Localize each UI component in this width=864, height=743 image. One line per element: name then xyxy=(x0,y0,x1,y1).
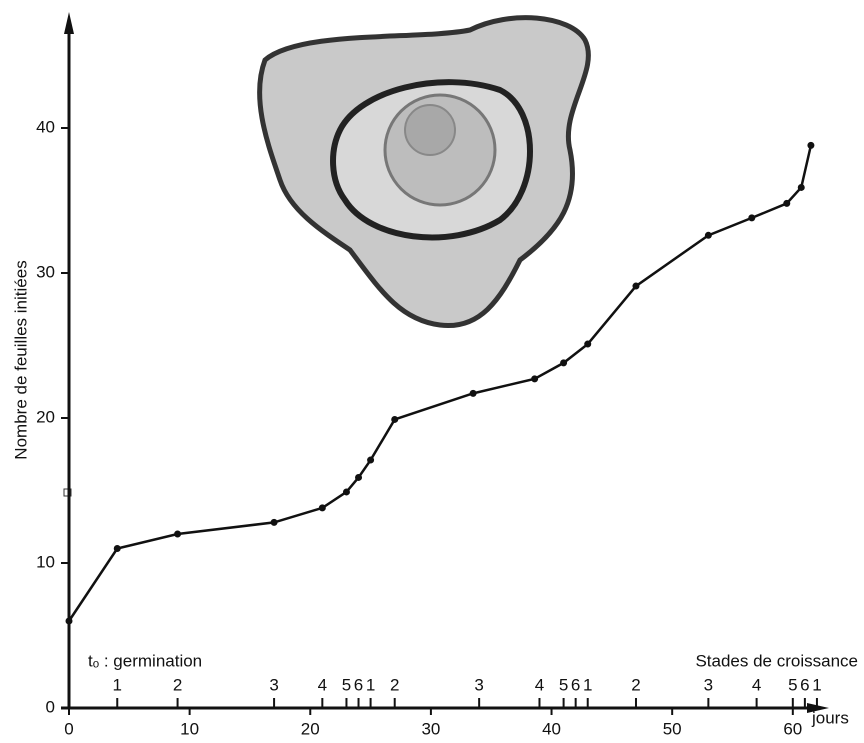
stage-label: 6 xyxy=(571,675,580,694)
data-point xyxy=(704,231,712,239)
x-tick-label: 60 xyxy=(783,719,802,738)
data-point xyxy=(783,199,791,207)
data-point xyxy=(65,617,73,625)
data-point xyxy=(748,214,756,222)
stage-label: 1 xyxy=(583,675,592,694)
data-point xyxy=(807,141,815,149)
x-tick-label: 0 xyxy=(64,719,73,738)
data-point xyxy=(342,488,350,496)
stage-label: 4 xyxy=(535,675,544,694)
stages-title: Stades de croissance xyxy=(695,651,858,670)
stage-label: 5 xyxy=(788,675,797,694)
data-point xyxy=(318,504,326,512)
stage-label: 5 xyxy=(559,675,568,694)
data-point xyxy=(270,518,278,526)
stage-label: 1 xyxy=(366,675,375,694)
y-tick-label: 30 xyxy=(36,262,55,281)
data-point xyxy=(391,415,399,423)
stage-label: 1 xyxy=(113,675,122,694)
stage-label: 3 xyxy=(269,675,278,694)
y-tick-label: 20 xyxy=(36,407,55,426)
stage-label: 3 xyxy=(474,675,483,694)
data-point xyxy=(113,545,121,552)
stage-label: 1 xyxy=(812,675,821,694)
data-point xyxy=(355,473,363,481)
data-point xyxy=(531,375,539,383)
y-axis-arrow xyxy=(64,12,74,34)
stage-label: 4 xyxy=(318,675,327,694)
y-tick-label: 0 xyxy=(46,697,55,716)
specimen-image xyxy=(257,15,591,329)
stage-label: 6 xyxy=(800,675,809,694)
stage-label: 3 xyxy=(704,675,713,694)
data-point xyxy=(367,456,375,464)
y-axis-label: Nombre de feuilles initiées xyxy=(11,260,30,459)
stage-label: 2 xyxy=(631,675,640,694)
data-point xyxy=(632,282,640,290)
y-tick-label: 10 xyxy=(36,552,55,571)
x-tick-label: 40 xyxy=(542,719,561,738)
start-annotation: tₒ : germination xyxy=(88,651,202,670)
stage-label: 4 xyxy=(752,675,761,694)
data-point xyxy=(174,530,182,538)
data-point xyxy=(584,340,592,348)
x-tick-label: 20 xyxy=(301,719,320,738)
stage-label: 6 xyxy=(354,675,363,694)
stage-label: 2 xyxy=(390,675,399,694)
x-tick-label: 10 xyxy=(180,719,199,738)
stage-label: 2 xyxy=(173,675,182,694)
data-point xyxy=(797,183,805,191)
data-point xyxy=(469,389,477,397)
y-tick-label: 40 xyxy=(36,117,55,136)
x-tick-label: 50 xyxy=(663,719,682,738)
x-tick-label: 30 xyxy=(421,719,440,738)
x-axis-label: jours xyxy=(811,708,849,727)
data-point xyxy=(560,359,568,367)
stage-label: 5 xyxy=(342,675,351,694)
x-axis-arrow xyxy=(807,703,829,713)
